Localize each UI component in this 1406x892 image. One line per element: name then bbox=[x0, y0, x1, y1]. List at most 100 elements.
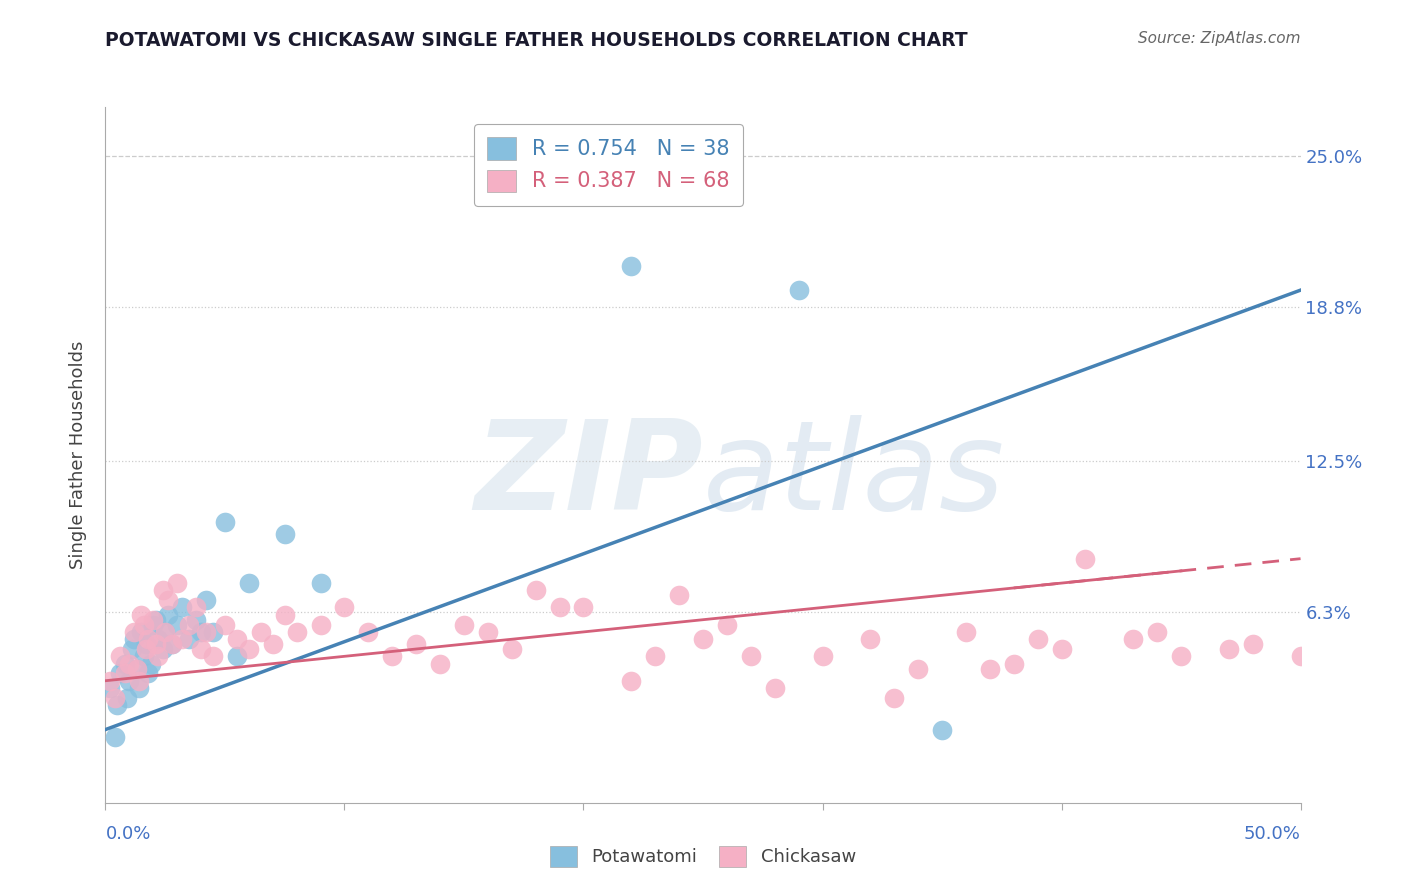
Point bbox=[128, 673, 150, 688]
Point bbox=[156, 607, 179, 622]
Point bbox=[194, 624, 217, 639]
Point bbox=[162, 637, 184, 651]
Point bbox=[225, 632, 249, 647]
Point bbox=[146, 632, 169, 647]
Point bbox=[202, 649, 225, 664]
Point bbox=[115, 690, 138, 705]
Point bbox=[170, 632, 193, 647]
Point bbox=[139, 657, 162, 671]
Point bbox=[357, 624, 380, 639]
Point bbox=[620, 673, 643, 688]
Point bbox=[1026, 632, 1049, 647]
Point bbox=[716, 617, 738, 632]
Point bbox=[166, 617, 188, 632]
Point bbox=[145, 613, 167, 627]
Point bbox=[309, 576, 332, 591]
Point bbox=[107, 698, 129, 713]
Point bbox=[190, 642, 212, 657]
Point bbox=[859, 632, 882, 647]
Point bbox=[104, 690, 127, 705]
Point bbox=[1241, 637, 1264, 651]
Point bbox=[238, 642, 260, 657]
Point bbox=[194, 593, 217, 607]
Point bbox=[333, 600, 356, 615]
Point bbox=[118, 657, 141, 671]
Point bbox=[274, 607, 297, 622]
Point bbox=[1146, 624, 1168, 639]
Legend: Potawatomi, Chickasaw: Potawatomi, Chickasaw bbox=[543, 838, 863, 874]
Point bbox=[142, 613, 165, 627]
Point bbox=[142, 617, 165, 632]
Point bbox=[135, 642, 157, 657]
Point bbox=[931, 723, 953, 737]
Point bbox=[179, 617, 201, 632]
Point bbox=[238, 576, 260, 591]
Point bbox=[135, 637, 157, 651]
Text: Source: ZipAtlas.com: Source: ZipAtlas.com bbox=[1137, 31, 1301, 46]
Point bbox=[129, 624, 153, 639]
Point bbox=[955, 624, 977, 639]
Point bbox=[125, 661, 148, 675]
Point bbox=[1050, 642, 1073, 657]
Point bbox=[309, 617, 332, 632]
Point bbox=[122, 624, 145, 639]
Point bbox=[285, 624, 308, 639]
Point bbox=[477, 624, 499, 639]
Point bbox=[787, 283, 810, 297]
Point bbox=[548, 600, 571, 615]
Point bbox=[114, 657, 136, 671]
Point bbox=[501, 642, 523, 657]
Point bbox=[155, 624, 177, 639]
Point bbox=[114, 666, 136, 681]
Text: 0.0%: 0.0% bbox=[105, 825, 150, 843]
Point bbox=[381, 649, 404, 664]
Point bbox=[132, 649, 155, 664]
Text: atlas: atlas bbox=[703, 416, 1005, 536]
Point bbox=[162, 637, 184, 651]
Point bbox=[138, 632, 160, 647]
Point bbox=[122, 632, 145, 647]
Text: POTAWATOMI VS CHICKASAW SINGLE FATHER HOUSEHOLDS CORRELATION CHART: POTAWATOMI VS CHICKASAW SINGLE FATHER HO… bbox=[105, 31, 969, 50]
Point bbox=[262, 637, 284, 651]
Point bbox=[883, 690, 905, 705]
Point bbox=[1218, 642, 1240, 657]
Point bbox=[692, 632, 714, 647]
Point bbox=[138, 666, 160, 681]
Point bbox=[170, 600, 193, 615]
Point bbox=[405, 637, 427, 651]
Point bbox=[225, 649, 249, 664]
Point bbox=[152, 583, 174, 598]
Y-axis label: Single Father Households: Single Father Households bbox=[69, 341, 87, 569]
Point bbox=[453, 617, 475, 632]
Text: ZIP: ZIP bbox=[474, 416, 703, 536]
Point bbox=[274, 527, 297, 541]
Point bbox=[1002, 657, 1025, 671]
Point bbox=[186, 600, 208, 615]
Point bbox=[132, 617, 155, 632]
Point bbox=[152, 642, 174, 657]
Point bbox=[179, 632, 201, 647]
Point bbox=[128, 681, 150, 695]
Point bbox=[190, 624, 212, 639]
Point bbox=[214, 515, 236, 529]
Point bbox=[145, 637, 167, 651]
Point bbox=[250, 624, 273, 639]
Point bbox=[1122, 632, 1144, 647]
Point bbox=[129, 607, 153, 622]
Point bbox=[763, 681, 786, 695]
Point bbox=[125, 661, 148, 675]
Point bbox=[1074, 551, 1097, 566]
Point bbox=[979, 661, 1001, 675]
Point bbox=[108, 649, 131, 664]
Point bbox=[156, 593, 179, 607]
Point bbox=[214, 617, 236, 632]
Point bbox=[1170, 649, 1192, 664]
Point bbox=[524, 583, 547, 598]
Point bbox=[572, 600, 595, 615]
Point bbox=[146, 649, 169, 664]
Point bbox=[166, 576, 188, 591]
Point bbox=[104, 730, 127, 744]
Point bbox=[121, 642, 143, 657]
Point bbox=[186, 613, 208, 627]
Point bbox=[620, 259, 643, 273]
